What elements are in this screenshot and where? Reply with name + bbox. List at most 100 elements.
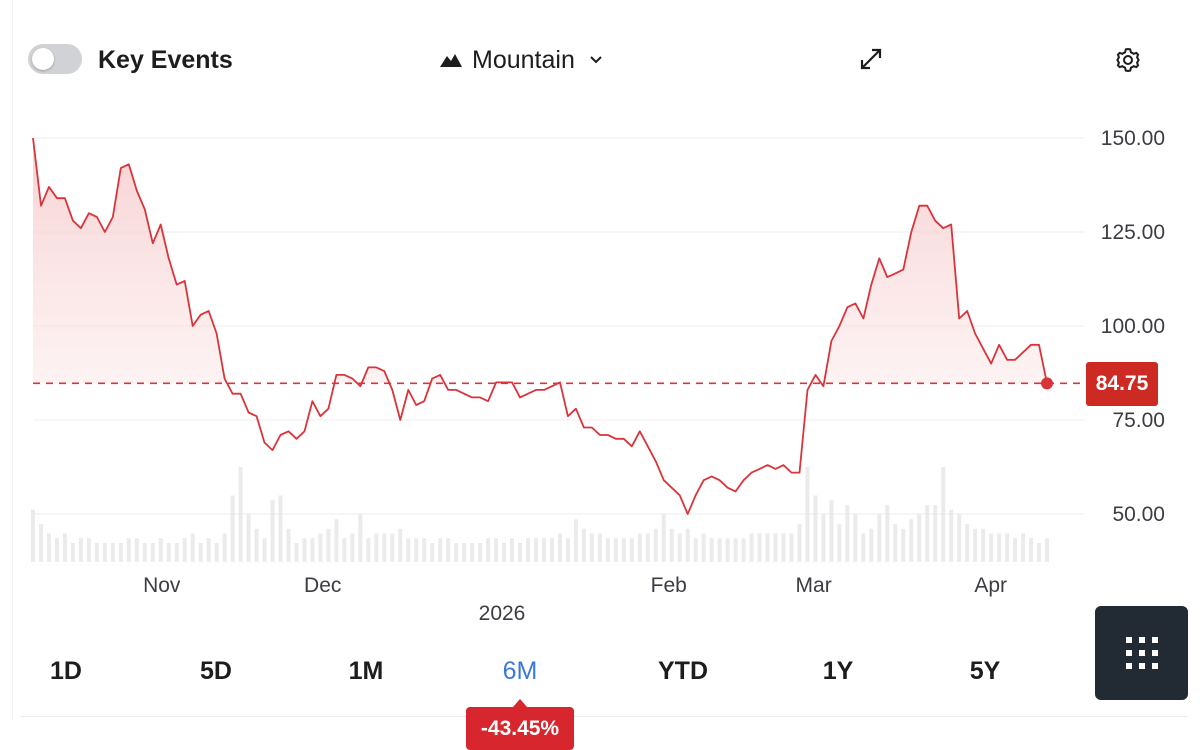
volume-bar [909,519,914,562]
volume-bar [685,528,690,562]
volume-bar [821,514,826,562]
volume-bar [1045,538,1049,562]
volume-bar [534,538,539,562]
mountain-icon [440,54,462,67]
volume-bar [110,543,115,562]
y-axis-ticks: 50.00 75.00 100.00 125.00 150.00 [1101,127,1165,526]
chevron-down-icon [590,56,602,64]
volume-bar [182,538,187,562]
volume-bar [597,533,602,562]
y-tick-label: 150.00 [1101,127,1165,150]
volume-bar [637,533,642,562]
y-tick-label: 75.00 [1112,409,1165,432]
grid-menu-button[interactable] [1095,606,1188,700]
volume-bar [1005,533,1010,562]
volume-bar [382,533,387,562]
volume-bar [869,528,874,562]
volume-bar [1037,543,1042,562]
volume-bar [749,533,754,562]
volume-bar [302,538,307,562]
volume-bar [222,533,227,562]
left-divider [12,0,13,720]
range-ytd-button[interactable]: YTD [658,656,708,685]
range-5d-button[interactable]: 5D [200,656,232,685]
volume-bar [462,543,467,562]
volume-bar [733,538,738,562]
volume-bar [581,528,586,562]
range-1m-button[interactable]: 1M [348,656,384,685]
volume-bar [214,543,219,562]
volume-bar [454,543,459,562]
range-1d-button[interactable]: 1D [50,656,82,685]
x-year-label: 2026 [479,602,526,625]
volume-bar [134,538,139,562]
x-tick-label: Feb [651,574,687,597]
x-tick-label: Dec [304,574,341,597]
volume-bar [565,538,570,562]
volume-bar [190,533,195,562]
volume-bar [310,538,315,562]
volume-bar [989,533,994,562]
volume-bar [102,543,107,562]
volume-bar [494,538,499,562]
range-1y-button[interactable]: 1Y [822,656,854,685]
volume-bar [438,538,443,562]
bottom-divider [20,716,1188,717]
chart-type-dropdown[interactable]: Mountain [440,42,603,78]
expand-icon[interactable] [858,46,884,72]
volume-bar [374,533,379,562]
volume-bar [669,528,674,562]
range-6m-button[interactable]: 6M [502,656,538,685]
y-tick-label: 50.00 [1112,503,1165,526]
volume-bar [206,538,211,562]
x-axis-ticks: Nov Dec Feb Mar Apr [143,574,1007,597]
volume-bar [789,533,794,562]
volume-bar [246,514,251,562]
volume-bar [621,538,626,562]
volume-bar [414,538,419,562]
volume-bar [973,528,978,562]
range-5y-button[interactable]: 5Y [969,656,1001,685]
volume-bar [541,538,546,562]
volume-bar [334,519,339,562]
volume-bar [238,467,243,562]
volume-bar [262,538,267,562]
volume-bar [941,467,946,562]
x-tick-label: Nov [143,574,181,597]
toggle-knob [32,48,54,70]
volume-bar [933,505,938,562]
volume-bar [142,543,147,562]
volume-bar [829,500,834,562]
volume-bar [589,533,594,562]
volume-bar [118,543,123,562]
volume-bar [318,533,323,562]
gear-icon[interactable] [1114,46,1142,74]
volume-bar [949,509,954,562]
price-area [33,138,1047,384]
volume-bar [573,519,578,562]
volume-bar [86,538,91,562]
volume-bar [661,514,666,562]
volume-bar [78,538,83,562]
volume-bar [837,524,842,562]
volume-bar [166,543,171,562]
key-events-toggle[interactable] [28,44,82,74]
range-selector: 1D 5D 1M 6M YTD 1Y 5Y [0,648,1080,694]
volume-bar [518,543,523,562]
volume-bar [741,538,746,562]
volume-bar [158,538,163,562]
volume-bar [605,538,610,562]
volume-bar [446,538,451,562]
volume-bar [709,538,714,562]
volume-bar [38,524,43,562]
volume-bar [917,514,922,562]
volume-bar [877,514,882,562]
volume-bar [526,538,531,562]
volume-bar [629,538,634,562]
volume-bar [693,538,698,562]
volume-bar [773,533,778,562]
volume-bar [270,500,275,562]
volume-bar [997,533,1002,562]
volume-bar [757,533,762,562]
y-tick-label: 125.00 [1101,221,1165,244]
